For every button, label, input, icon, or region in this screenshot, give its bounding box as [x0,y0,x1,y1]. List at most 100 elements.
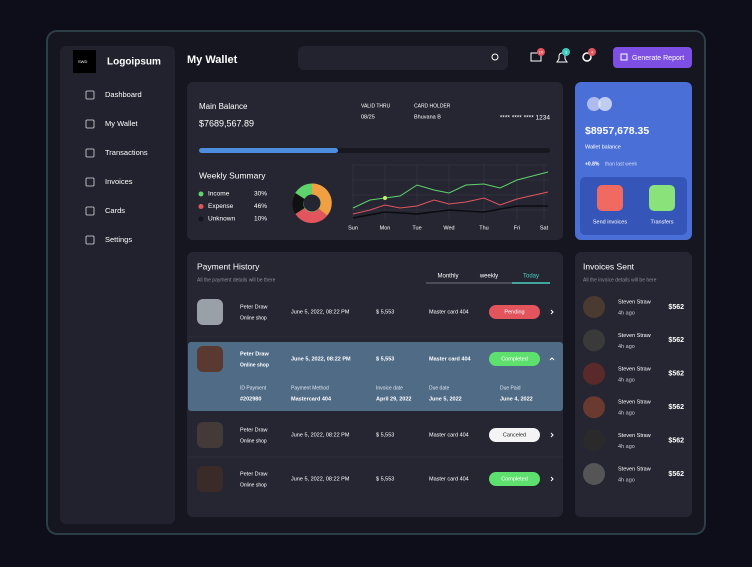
payment-title: Payment History [197,261,260,271]
day-label: Fri [514,225,520,231]
balance-amount: $7689,567.89 [199,118,254,128]
nav-icon[interactable] [85,206,95,216]
payment-amount: $ 5,553 [376,309,394,315]
day-label: Tue [412,225,421,231]
badge-count: 4 [591,50,594,55]
badge-count: 10 [539,50,544,55]
chevron[interactable] [550,432,554,438]
chevron[interactable] [550,476,554,482]
nav-icon[interactable] [85,119,95,129]
holder-label: CARD HOLDER [414,103,451,109]
avatar [197,422,223,448]
settings-icon[interactable] [582,52,592,62]
card-logo [598,97,612,111]
expense-line [352,191,549,215]
badge-count: 3 [565,50,568,55]
payer-name: Peter Draw [240,351,269,357]
payment-subtitle: All the payment details will be there [197,277,276,283]
badge [588,48,596,56]
balance-card [187,82,563,240]
invoice-name: Steven Straw [618,466,651,472]
avatar [197,299,223,325]
unknown-line [352,205,548,219]
nav-item[interactable]: Transactions [105,148,148,157]
nav-item[interactable]: Invoices [105,177,133,186]
tab[interactable]: Today [523,274,539,280]
balance-label: Main Balance [199,102,248,111]
legend-dot [198,216,204,222]
badge [537,48,545,56]
status-pill [489,352,540,366]
legend-label: Expense [208,203,234,210]
payment-date: June 5, 2022, 08:22 PM [291,356,351,362]
invoice-amount: $562 [668,371,684,378]
donut-segment [295,207,328,224]
day-label: Wed [443,225,454,231]
status-pill [489,472,540,486]
tab[interactable]: weekly [479,274,498,280]
day-label: Mon [380,225,391,231]
point [383,196,387,200]
invoice-name: Steven Straw [618,400,651,406]
payment-card: Master card 404 [429,309,469,315]
invoice-amount: $562 [668,304,684,311]
payer-shop: Online shop [240,315,267,321]
invoice-amount: $562 [668,471,684,478]
detail-value: Mastercard 404 [291,396,332,402]
nav-icon[interactable] [85,90,95,100]
mail-icon[interactable] [530,52,542,62]
status: Completed [501,356,528,362]
invoice-title: Invoices Sent [583,261,635,271]
status-pill [489,305,540,319]
payer-shop: Online shop [240,362,269,368]
donut-segment [292,193,305,214]
search-icon [491,53,499,61]
invoice-time: 4h ago [618,444,635,450]
search[interactable] [298,46,508,70]
payment-card: Master card 404 [429,432,469,438]
legend-dot [198,191,204,197]
action-label: Transfers [650,219,673,225]
avatar [583,463,605,485]
invoice-time: 4h ago [618,377,635,383]
avatar [197,346,223,372]
wallet-change: +0.8% [585,161,600,167]
legend-value: 10% [254,216,267,223]
sidebar [60,46,175,524]
invoice-amount: $562 [668,437,684,444]
send-invoices-button[interactable] [597,185,623,211]
logo: Logoipsum [107,57,161,68]
progress-fill [199,148,338,153]
transfers-button[interactable] [649,185,675,211]
payer-shop: Online shop [240,482,267,488]
legend-value: 46% [254,203,267,210]
invoice-name: Steven Straw [618,366,651,372]
nav-icon[interactable] [85,235,95,245]
nav-item[interactable]: Settings [105,235,132,244]
tab[interactable]: Monthly [437,274,458,280]
payment-amount: $ 5,553 [376,356,394,362]
status: Pending [504,309,524,315]
invoice-panel [575,252,692,517]
wallet-amount: $8957,678.35 [585,125,649,137]
detail-value: June 4, 2022 [500,396,533,402]
generate-report[interactable] [613,47,692,68]
invoice-time: 4h ago [618,411,635,417]
nav-item[interactable]: Cards [105,206,125,215]
income-line [352,171,549,209]
donut-segment [311,183,332,216]
invoice-time: 4h ago [618,477,635,483]
nav-icon[interactable] [85,177,95,187]
nav-item[interactable]: Dashboard [105,90,142,99]
legend-dot [198,204,204,209]
nav-icon[interactable] [85,148,95,158]
payer-shop: Online shop [240,438,267,444]
chevron[interactable] [549,357,555,361]
chevron[interactable] [550,309,554,315]
detail-value: #202980 [240,396,261,402]
nav-item[interactable]: My Wallet [105,119,139,128]
badge [562,48,570,56]
payer-name: Peter Draw [240,427,268,433]
payer-name: Peter Draw [240,304,268,310]
payment-date: June 5, 2022, 08:22 PM [291,432,350,438]
